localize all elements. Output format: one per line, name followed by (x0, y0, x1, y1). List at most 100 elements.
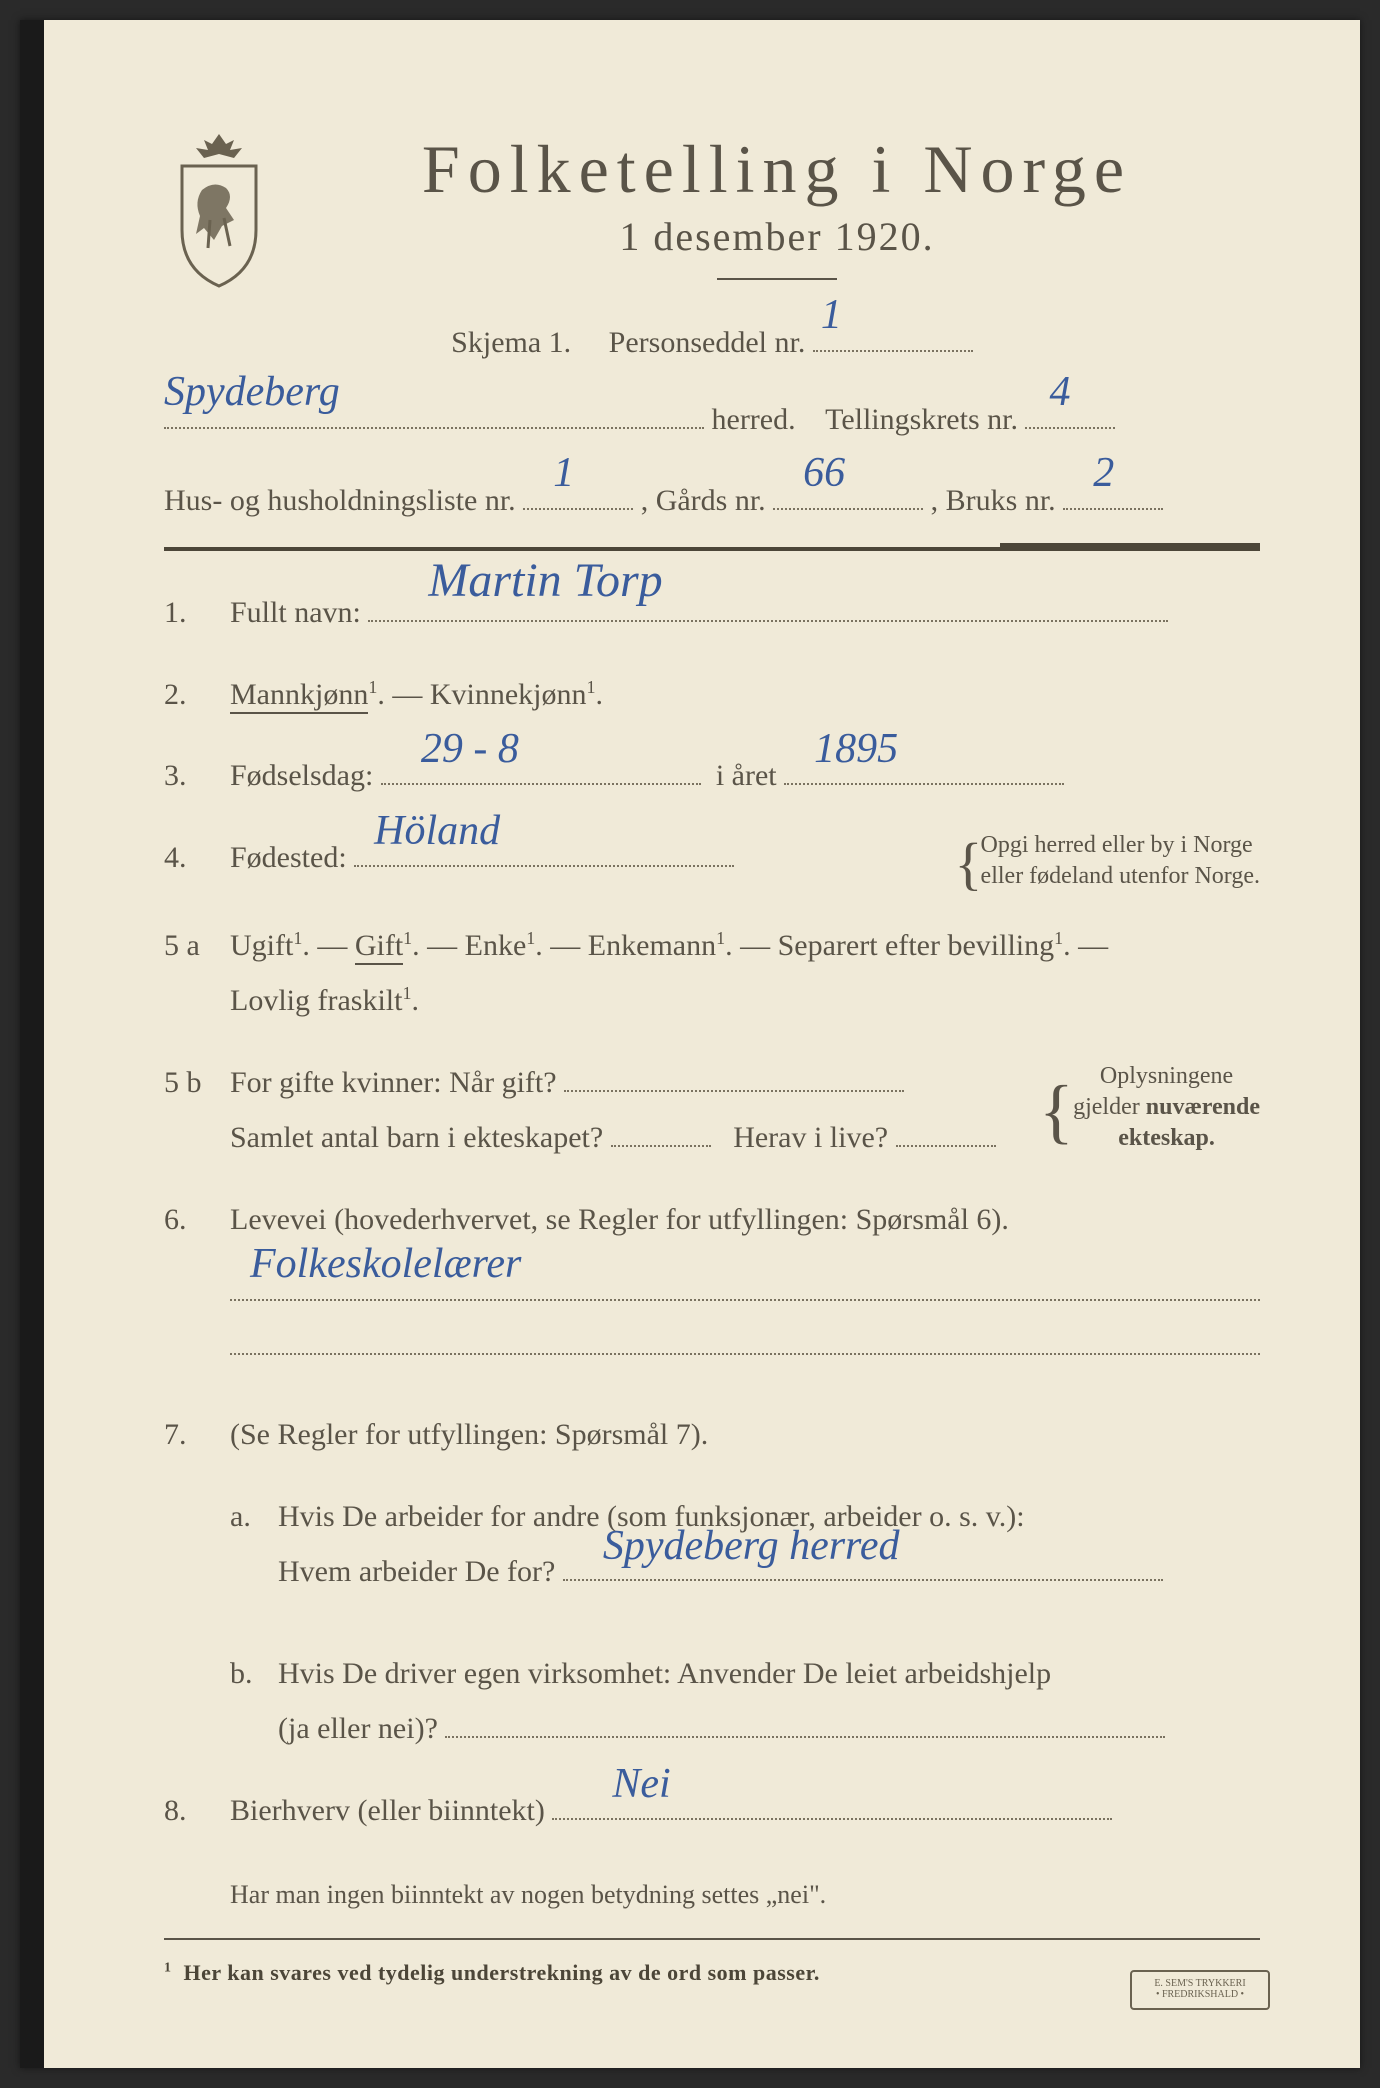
herred-field: Spydeberg (164, 427, 704, 429)
q1-num: 1. (164, 585, 230, 641)
title-block: Folketelling i Norge 1 desember 1920. (294, 130, 1260, 304)
q5b-barn-field (611, 1145, 711, 1147)
q5b-sn-bold: nuværende (1146, 1094, 1260, 1120)
q8-label: Bierhverv (eller biinntekt) (230, 1794, 545, 1827)
tellingskrets-label: Tellingskrets nr. (825, 403, 1018, 436)
q2-sep: — (392, 678, 430, 711)
q7-intro: (Se Regler for utfyllingen: Spørsmål 7). (230, 1418, 708, 1451)
bruks-value: 2 (1093, 434, 1114, 514)
tellingskrets-field: 4 (1025, 427, 1115, 429)
stamp-l1: E. SEM'S TRYKKERI (1154, 1978, 1245, 1989)
q7b-l1: Hvis De driver egen virksomhet: Anvender… (278, 1657, 1051, 1690)
personseddel-field: 1 (813, 350, 973, 352)
q3-year: 1895 (814, 711, 898, 789)
q7b: b. Hvis De driver egen virksomhet: Anven… (164, 1646, 1260, 1757)
q4-label: Fødested: (230, 841, 347, 874)
q5b-sn-l1: Oplysningene (1100, 1063, 1233, 1089)
q5b-live-field (896, 1145, 996, 1147)
q5b-gift-field (564, 1090, 904, 1092)
q7-num: 7. (164, 1407, 230, 1463)
gards-label: , Gårds nr. (641, 484, 766, 517)
q8-num: 8. (164, 1783, 230, 1839)
footer-instruction: 1 Her kan svares ved tydelig understrekn… (164, 1960, 1260, 1986)
q7a-l2: Hvem arbeider De for? (278, 1555, 555, 1588)
q5b-sn-l2: gjelder (1073, 1094, 1146, 1120)
q5b-side-note: Oplysningene gjelder nuværende ekteskap. (1073, 1061, 1260, 1155)
q4-side-note: Opgi herred eller by i Norge eller fødel… (981, 830, 1260, 892)
section-rule (164, 547, 1260, 551)
title-rule (717, 278, 837, 280)
q5a-ugift: Ugift (230, 929, 293, 962)
q3-year-label: i året (716, 759, 777, 792)
q7a-num: a. (230, 1489, 278, 1545)
q8: 8. Bierhverv (eller biinntekt) Nei (164, 1783, 1260, 1839)
q4-note-l1: Opgi herred eller by i Norge (981, 832, 1253, 858)
q5b-sn-l3: ekteskap. (1118, 1125, 1215, 1151)
gards-field: 66 (773, 508, 923, 510)
bruks-label: , Bruks nr. (931, 484, 1056, 517)
q3-num: 3. (164, 748, 230, 804)
q7a-value: Spydeberg herred (603, 1508, 900, 1586)
q3-label: Fødselsdag: (230, 759, 373, 792)
q5a: 5 a Ugift1. — Gift1. — Enke1. — Enkemann… (164, 918, 1260, 1029)
q5a-num: 5 a (164, 918, 230, 974)
q7a-field: Spydeberg herred (563, 1579, 1163, 1581)
footer-note: Har man ingen biinntekt av nogen betydni… (164, 1880, 1260, 1910)
q3-day-field: 29 - 8 (381, 783, 701, 785)
q7: 7. (Se Regler for utfyllingen: Spørsmål … (164, 1407, 1260, 1463)
q3: 3. Fødselsdag: 29 - 8 i året 1895 (164, 748, 1260, 804)
q5b-l2b: Herav i live? (733, 1121, 888, 1154)
hushold-value: 1 (553, 434, 574, 514)
q5b-l2a: Samlet antal barn i ekteskapet? (230, 1121, 603, 1154)
stamp-l2: • FREDRIKSHALD • (1156, 1989, 1244, 2000)
q5a-enke: Enke (465, 929, 527, 962)
q5a-separert: Separert efter bevilling (778, 929, 1055, 962)
schema-label: Skjema 1. (451, 326, 571, 359)
q6-num: 6. (164, 1192, 230, 1248)
q5b: 5 b For gifte kvinner: Når gift? Samlet … (164, 1055, 1260, 1166)
subtitle: 1 desember 1920. (294, 213, 1260, 260)
herred-value: Spydeberg (164, 353, 340, 433)
footer-instruction-text: Her kan svares ved tydelig understreknin… (184, 1960, 820, 1985)
q3-year-field: 1895 (784, 783, 1064, 785)
q6: 6. Levevei (hovederhvervet, se Regler fo… (164, 1192, 1260, 1356)
q7b-num: b. (230, 1646, 278, 1702)
q1-value: Martin Torp (428, 537, 662, 626)
q8-field: Nei (552, 1818, 1112, 1820)
q5a-fraskilt: Lovlig fraskilt (230, 984, 402, 1017)
q6-field-2 (230, 1311, 1260, 1355)
q4-value: Höland (374, 793, 500, 871)
meta-hushold-row: Hus- og husholdningsliste nr. 1 , Gårds … (164, 472, 1260, 529)
q2-kvinne: Kvinnekjønn (430, 678, 587, 711)
q7a: a. Hvis De arbeider for andre (som funks… (164, 1489, 1260, 1600)
herred-label: herred. (712, 403, 796, 436)
tellingskrets-value: 4 (1049, 353, 1070, 433)
q6-field: Folkeskolelærer (230, 1257, 1260, 1301)
q4: 4. Fødested: Höland Opgi herred eller by… (164, 830, 1260, 892)
header: Folketelling i Norge 1 desember 1920. (164, 130, 1260, 304)
q8-value: Nei (612, 1746, 670, 1824)
q7b-l2: (ja eller nei)? (278, 1712, 438, 1745)
q1-field: Martin Torp (368, 620, 1168, 622)
q1: 1. Fullt navn: Martin Torp (164, 585, 1260, 641)
q5a-enkemann: Enkemann (588, 929, 716, 962)
main-title: Folketelling i Norge (294, 130, 1260, 209)
printer-stamp: E. SEM'S TRYKKERI • FREDRIKSHALD • (1130, 1970, 1270, 2010)
q5b-num: 5 b (164, 1055, 230, 1111)
q1-label: Fullt navn: (230, 596, 361, 629)
gards-value: 66 (803, 434, 845, 514)
hushold-field: 1 (523, 508, 633, 510)
q2: 2. Mannkjønn1. — Kvinnekjønn1. (164, 667, 1260, 723)
q5a-gift: Gift (355, 929, 403, 965)
coat-of-arms-icon (164, 130, 274, 290)
q7b-field (445, 1736, 1165, 1738)
personseddel-label: Personseddel nr. (609, 326, 806, 359)
personseddel-value: 1 (821, 276, 842, 356)
q4-field: Höland (354, 865, 734, 867)
hushold-label: Hus- og husholdningsliste nr. (164, 484, 516, 517)
q4-num: 4. (164, 830, 230, 886)
q4-note-l2: eller fødeland utenfor Norge. (981, 863, 1260, 889)
q2-mann: Mannkjønn (230, 678, 368, 714)
footer-rule (164, 1938, 1260, 1940)
census-form-page: Folketelling i Norge 1 desember 1920. Sk… (20, 20, 1360, 2068)
